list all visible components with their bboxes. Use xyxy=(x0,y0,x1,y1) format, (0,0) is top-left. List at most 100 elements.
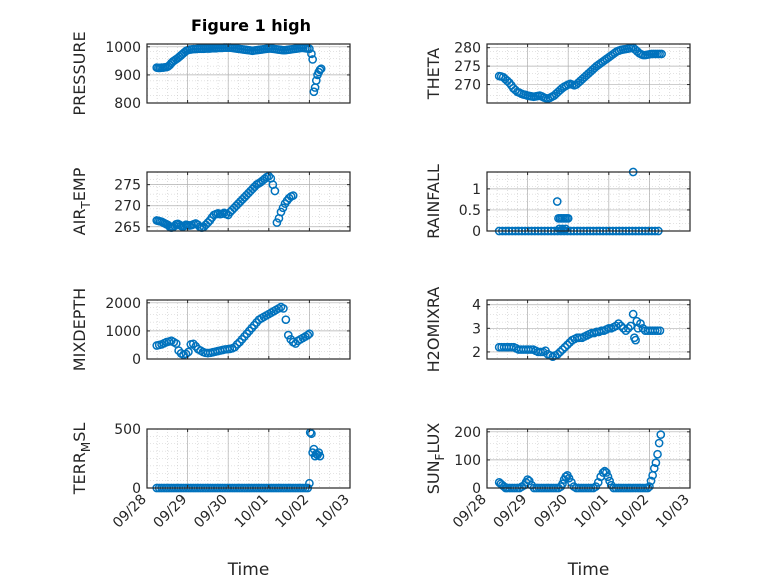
axes-box xyxy=(486,428,691,489)
axes-2: 270 275 280 THETA xyxy=(424,41,691,104)
x-axis-label: Time xyxy=(567,560,610,580)
data-point xyxy=(305,329,314,339)
data-point xyxy=(560,342,570,352)
data-point xyxy=(651,458,661,468)
data-point xyxy=(558,224,567,234)
y-tick-label: 280 xyxy=(454,41,481,57)
data-point xyxy=(655,326,665,336)
data-point xyxy=(181,349,191,359)
data-point xyxy=(278,203,288,213)
y-tick-label: 1000 xyxy=(105,40,141,56)
data-point xyxy=(605,476,614,486)
y-axis-label: THETA xyxy=(424,48,443,100)
data-point xyxy=(563,340,572,350)
data-point xyxy=(619,323,628,333)
x-tick-label: 09/30 xyxy=(531,492,571,532)
y-axis-label: MIXDEPTH xyxy=(70,288,89,371)
data-point xyxy=(649,463,659,473)
y-axis-label: AIRTEMP xyxy=(70,167,93,235)
y-tick-label: 0.5 xyxy=(459,203,481,219)
y-axis-label: SUNFLUX xyxy=(424,423,447,495)
data-point xyxy=(621,326,631,336)
x-tick-label: 10/03 xyxy=(313,492,353,532)
series-markers xyxy=(152,43,326,97)
data-point xyxy=(276,207,286,217)
data-point xyxy=(558,479,567,489)
data-point xyxy=(646,476,656,486)
data-point xyxy=(563,214,573,223)
x-tick-label: 10/02 xyxy=(272,492,312,532)
axes-box xyxy=(146,428,351,489)
data-point xyxy=(657,49,666,59)
y-tick-label: 1 xyxy=(472,182,481,198)
data-point xyxy=(316,64,326,74)
data-point xyxy=(288,191,298,200)
x-tick-label: 10/03 xyxy=(653,492,693,532)
axes-8: 0 100 200 09/28 09/29 09/30 10/01 10/02 10/03 Tim… xyxy=(424,423,693,580)
data-point xyxy=(270,186,280,196)
series-markers xyxy=(152,171,298,232)
axes-7: 0 500 09/28 09/29 09/30 10/01 10/02 10/03 Time TE… xyxy=(70,422,353,580)
y-tick-label: 0 xyxy=(132,481,141,497)
axes-box xyxy=(486,171,691,232)
data-point xyxy=(308,55,317,64)
data-point xyxy=(623,323,633,333)
axes-5: 0 1000 2000 MIXDEPTH xyxy=(70,288,351,371)
series-markers xyxy=(494,309,665,361)
y-tick-label: 0 xyxy=(132,352,141,368)
data-point xyxy=(645,482,654,491)
x-tick-label: 09/28 xyxy=(450,492,490,532)
data-point xyxy=(653,449,662,459)
data-point xyxy=(567,478,576,487)
data-point xyxy=(598,468,608,477)
axes-box xyxy=(486,299,691,360)
y-tick-label: 100 xyxy=(454,453,481,469)
x-tick-label: 09/29 xyxy=(151,492,191,532)
axes-3: 265 270 275 AIRTEMP xyxy=(70,167,351,236)
axes-4: 0 0.5 1 RAINFALL xyxy=(424,164,691,240)
data-point xyxy=(638,323,648,333)
data-point xyxy=(315,65,325,75)
y-tick-label: 270 xyxy=(114,199,141,215)
data-point xyxy=(633,323,643,333)
data-point xyxy=(602,468,611,477)
data-point xyxy=(555,347,565,357)
x-tick-label: 09/28 xyxy=(110,492,150,532)
x-tick-label: 09/29 xyxy=(491,492,531,532)
data-point xyxy=(307,429,316,439)
data-point xyxy=(656,430,666,439)
y-tick-label: 265 xyxy=(114,220,141,236)
y-axis-label: RAINFALL xyxy=(424,164,443,239)
y-tick-label: 200 xyxy=(454,425,481,441)
data-point xyxy=(611,321,621,331)
y-tick-label: 0 xyxy=(472,481,481,497)
data-point xyxy=(591,482,601,491)
data-point xyxy=(561,224,571,234)
x-tick-label: 10/01 xyxy=(232,492,272,532)
data-point xyxy=(281,315,291,325)
data-point xyxy=(631,335,640,345)
data-point xyxy=(654,438,664,448)
data-point xyxy=(307,49,316,59)
series-markers xyxy=(152,302,314,360)
data-point xyxy=(603,472,613,482)
y-tick-label: 2000 xyxy=(105,296,141,312)
data-point xyxy=(524,476,534,486)
data-point xyxy=(311,76,321,85)
data-point xyxy=(558,345,567,354)
data-point xyxy=(303,330,313,340)
x-tick-label: 10/02 xyxy=(612,492,652,532)
y-axis-label: TERRMSL xyxy=(70,423,93,496)
data-point xyxy=(309,87,319,97)
axes-box xyxy=(146,171,351,232)
y-axis-label: H2OMIXRA xyxy=(424,287,443,373)
y-tick-label: 2 xyxy=(472,345,481,361)
y-tick-label: 275 xyxy=(454,59,481,75)
data-point xyxy=(616,321,626,331)
y-tick-label: 270 xyxy=(454,78,481,94)
data-point xyxy=(614,319,623,328)
y-tick-label: 800 xyxy=(114,96,141,112)
y-tick-label: 275 xyxy=(114,178,141,194)
data-point xyxy=(564,473,574,483)
data-point xyxy=(184,347,193,357)
